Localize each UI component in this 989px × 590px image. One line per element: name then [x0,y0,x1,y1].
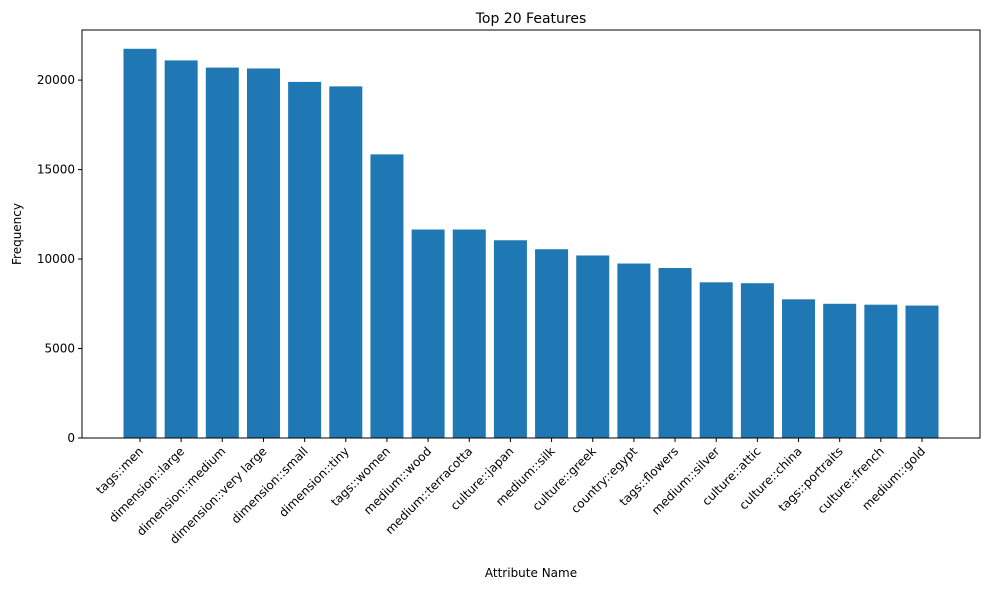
bar-13 [658,268,692,438]
bar-0 [123,48,157,438]
bar-8 [452,229,486,438]
bar-9 [493,240,527,438]
bar-6 [370,154,404,439]
bar-11 [576,255,610,438]
y-axis: 0 5000 10000 15000 20000 [37,73,82,445]
x-tick-label-5: dimension::tiny [276,444,352,520]
y-tick-label-0: 0 [67,431,75,445]
bar-15 [740,283,774,438]
bar-12 [617,263,651,438]
y-tick-label-3: 15000 [37,163,75,177]
y-tick-label-4: 20000 [37,73,75,87]
bar-1 [164,60,198,438]
x-tick-label-4: dimension::small [229,444,311,526]
y-tick-label-2: 10000 [37,252,75,266]
bar-18 [864,304,898,438]
x-axis: tags::mendimension::largedimension::medi… [93,438,928,547]
bar-3 [246,68,280,438]
bar-4 [288,81,322,438]
chart-title: Top 20 Features [475,11,587,27]
bar-10 [535,249,569,438]
y-axis-label: Frequency [10,203,24,265]
bar-7 [411,229,445,438]
bar-19 [905,305,939,438]
bar-2 [205,67,239,438]
plot-frame [81,29,981,439]
bar-14 [699,282,733,438]
y-tick-label-1: 5000 [44,342,75,356]
bar-5 [329,86,363,439]
x-axis-label: Attribute Name [485,566,577,580]
x-tick-label-1: dimension::large [106,444,187,525]
bar-16 [782,299,816,438]
bars-group [123,48,939,439]
bar-17 [823,303,857,438]
